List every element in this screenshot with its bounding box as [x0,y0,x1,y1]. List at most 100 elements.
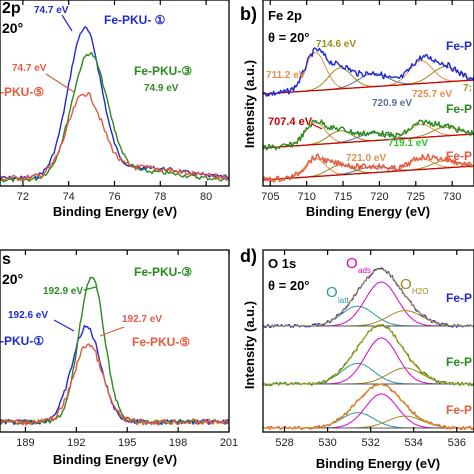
d-label-top: Fe-P [446,291,472,305]
panel-a-ticks: 72 74 76 78 80 [17,0,212,203]
panel-c: 189 192 195 198 201 s 20° Binding Energy (eV… [0,249,238,467]
b-background-bot [262,165,474,181]
a-arrow-orange [45,73,75,93]
x-tick-label: 536 [448,437,466,449]
c-peak-orange: 192.7 eV [122,314,162,325]
d-component-bot-0 [263,412,474,429]
d-label-oads-sub: ads [358,266,371,275]
panel-d-title: O 1s [268,256,296,271]
a-peak-label-green: 74.9 eV [144,83,179,94]
d-label-olatt: O [326,284,338,301]
c-arrow-blue [53,319,75,332]
x-tick-label: 72 [17,191,29,203]
x-tick-label: 530 [318,437,336,449]
panel-a-series [0,26,230,183]
x-tick-label: 705 [261,191,279,203]
b-label-bot: Fe-P [446,149,472,163]
panel-b-theta: θ = 20° [268,30,310,45]
panel-d-xlabel: Binding Energy (eV) [316,456,440,471]
x-tick-label: 201 [220,437,238,449]
panel-c-series [0,276,230,426]
panel-d-frame [262,249,474,433]
x-tick-label: 532 [361,437,379,449]
d-label-mid: Fe-P [446,355,472,369]
c-legend-pku5: Fe-PKU-⑤ [132,335,190,349]
d-envelope-bot [263,383,474,429]
b-background-mid [262,133,474,149]
c-legend-pku1: -PKU-① [0,334,44,348]
panel-b: 705 710 715 720 725 730 b) Fe 2p θ = 20° Inte… [240,0,474,219]
panel-b-series [262,47,474,183]
c-arrow-green [83,286,97,291]
b-spectrum-top [262,47,474,97]
x-tick-label: 192 [67,437,85,449]
panel-c-theta: 20° [2,271,23,287]
x-tick-label: 715 [334,191,352,203]
d-component-mid-1 [263,337,474,385]
d-spectrum-mid [262,323,474,387]
b-peak-7074: 707.4 eV [268,116,313,128]
panel-b-frame [262,0,474,187]
c-legend-pku3: Fe-PKU-③ [134,265,192,279]
c-series-pku5 [0,343,230,426]
panel-a-xlabel: Binding Energy (eV) [53,204,177,219]
b-peak-73: 7: [463,83,472,94]
panel-b-ticks: 705 710 715 720 725 730 [261,0,461,203]
d-label-bot: Fe-P [446,403,472,417]
x-tick-label: 80 [200,191,212,203]
x-tick-label: 528 [275,437,293,449]
x-tick-label: 725 [407,191,425,203]
a-legend-pku3: Fe-PKU-③ [134,64,192,78]
panel-b-xlabel: Binding Energy (eV) [306,204,430,219]
c-peak-blue: 192.6 eV [8,310,48,321]
panel-d-letter: d) [240,246,257,266]
x-tick-label: 710 [297,191,315,203]
b-peak-7112: 711.2 eV [266,70,306,81]
panel-c-frame [0,249,230,433]
a-legend-pku5: -PKU-⑤ [0,85,44,99]
x-tick-label: 74 [63,191,75,203]
a-peak-label-blue: 74.7 eV [34,5,69,16]
a-series-pku1 [0,26,230,181]
panel-c-title: s [2,251,11,268]
b-label-mid: Fe-P [446,102,472,116]
panel-a-theta: 20° [2,20,23,36]
x-tick-label: 720 [370,191,388,203]
x-tick-label: 195 [118,437,136,449]
panel-d-ylabel: Intensity (a.u.) [242,301,257,389]
panel-b-letter: b) [240,4,257,24]
b-spectrum-mid [262,119,474,151]
panel-c-ticks: 189 192 195 198 201 [16,250,238,449]
d-label-oads: O [346,255,358,272]
c-series-pku3 [0,276,230,425]
b-spectrum-bot [262,153,474,183]
a-legend-pku1: Fe-PKU- ① [104,13,166,27]
panel-c-xlabel: Binding Energy (eV) [53,452,177,467]
a-arrow-blue [61,14,73,32]
panel-d-theta: θ = 20° [268,278,310,293]
d-label-oh2o-sub: H2O [412,287,428,296]
x-tick-label: 189 [16,437,34,449]
d-component-bot-1 [263,393,474,429]
panel-d: 528 530 532 534 536 d) O 1s θ = 20° Intensit… [240,246,474,471]
panel-a-title: 2p [2,0,21,17]
x-tick-label: 730 [443,191,461,203]
b-peak-7257: 725.7 eV [412,89,452,100]
c-peak-green: 192.9 eV [43,286,83,297]
panel-b-title: Fe 2p [268,8,302,23]
b-peak-7146: 714.6 eV [316,39,356,50]
b-component-mid-4 [262,126,474,149]
d-envelope-top [263,268,474,327]
d-envelope-mid [263,324,474,385]
d-component-mid-0 [263,362,474,385]
b-peak-7210: 721.0 eV [346,153,386,164]
a-peak-label-orange: 74.7 eV [12,63,47,74]
panel-d-series [262,267,474,431]
b-peak-7209: 720.9 eV [372,98,412,109]
x-tick-label: 78 [154,191,166,203]
x-tick-label: 76 [108,191,120,203]
b-background-top [262,79,474,95]
panel-b-ylabel: Intensity (a.u.) [242,60,257,148]
x-tick-label: 534 [405,437,423,449]
